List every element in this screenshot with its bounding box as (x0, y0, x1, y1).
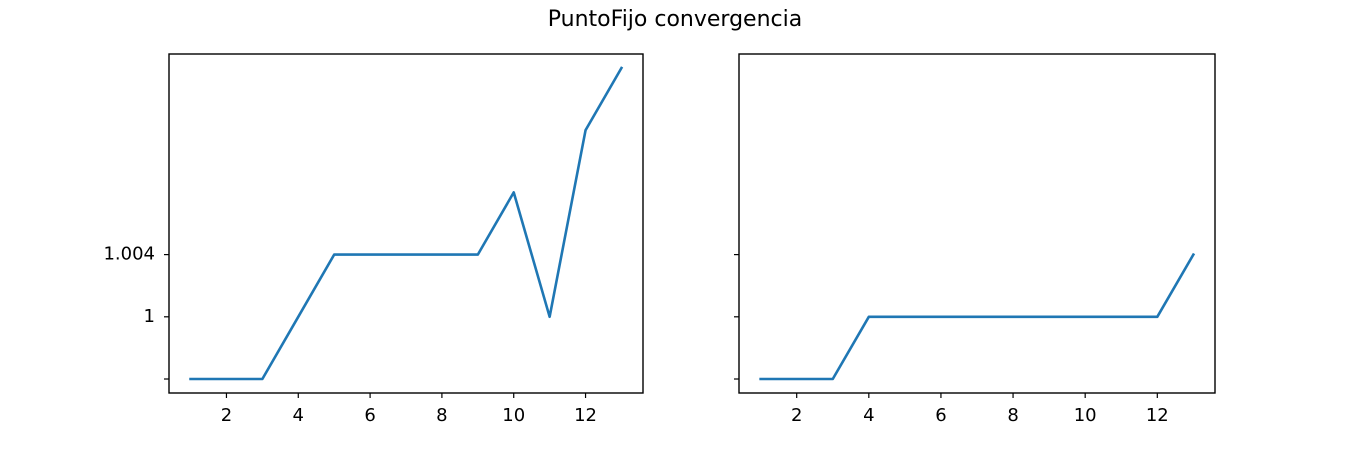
x-tick-label-right-8: 8 (1007, 405, 1018, 426)
x-tick-label-left-2: 2 (221, 405, 232, 426)
x-tick-label-left-12: 12 (574, 405, 597, 426)
axes-frame-left (168, 53, 644, 394)
x-tick-label-right-6: 6 (935, 405, 946, 426)
x-tick-label-left-4: 4 (293, 405, 304, 426)
x-tick-label-left-10: 10 (502, 405, 525, 426)
figure-title: PuntoFijo convergencia (548, 7, 802, 32)
axes-frame-right (738, 53, 1216, 394)
x-tick-label-right-12: 12 (1146, 405, 1169, 426)
subplot-right: 2 4 6 8 10 12 (734, 53, 1216, 426)
x-tick-label-left-6: 6 (364, 405, 375, 426)
x-tick-label-left-8: 8 (436, 405, 447, 426)
y-tick-label-left-1: 1 (144, 306, 155, 327)
x-tick-label-right-2: 2 (791, 405, 802, 426)
y-tick-label-left-2: 1.004 (103, 244, 155, 265)
x-tick-label-right-10: 10 (1074, 405, 1097, 426)
x-tick-label-right-4: 4 (863, 405, 874, 426)
subplot-left: 2 4 6 8 10 12 1 1.004 (103, 53, 644, 426)
series-line-right (759, 252, 1196, 381)
series-line-left (189, 66, 624, 381)
